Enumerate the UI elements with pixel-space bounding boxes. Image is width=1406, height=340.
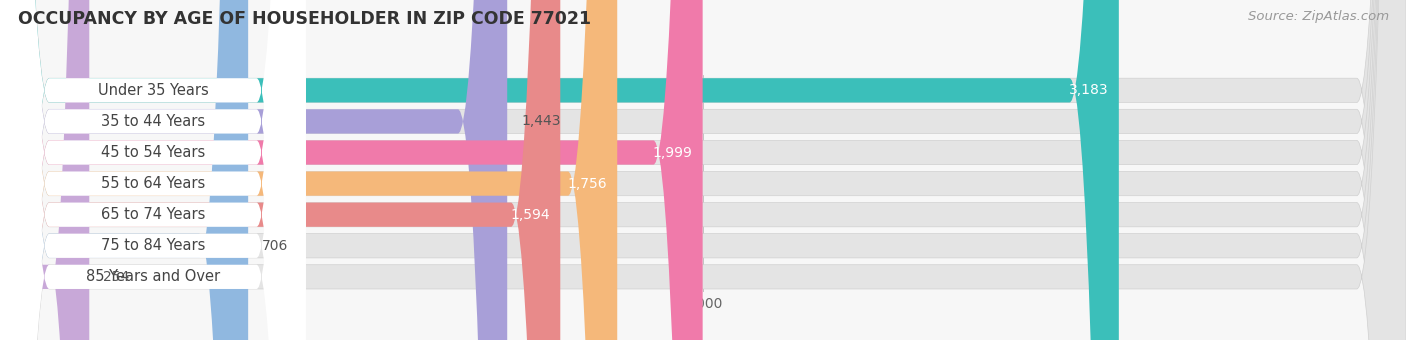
FancyBboxPatch shape <box>0 0 249 340</box>
FancyBboxPatch shape <box>0 0 1119 340</box>
Text: 1,443: 1,443 <box>522 115 561 129</box>
Text: 75 to 84 Years: 75 to 84 Years <box>101 238 205 253</box>
Text: Under 35 Years: Under 35 Years <box>97 83 208 98</box>
Text: 55 to 64 Years: 55 to 64 Years <box>101 176 205 191</box>
Text: 3,183: 3,183 <box>1069 83 1108 97</box>
FancyBboxPatch shape <box>0 0 307 340</box>
Text: Source: ZipAtlas.com: Source: ZipAtlas.com <box>1249 10 1389 23</box>
Text: 45 to 54 Years: 45 to 54 Years <box>101 145 205 160</box>
FancyBboxPatch shape <box>0 0 307 340</box>
Text: 1,756: 1,756 <box>567 176 607 191</box>
Text: 254: 254 <box>104 270 129 284</box>
Text: 35 to 44 Years: 35 to 44 Years <box>101 114 205 129</box>
FancyBboxPatch shape <box>0 0 561 340</box>
FancyBboxPatch shape <box>0 0 703 340</box>
Text: 1,594: 1,594 <box>510 208 550 222</box>
Text: 85 Years and Over: 85 Years and Over <box>86 269 219 284</box>
FancyBboxPatch shape <box>0 0 617 340</box>
Text: 1,999: 1,999 <box>652 146 692 159</box>
Text: OCCUPANCY BY AGE OF HOUSEHOLDER IN ZIP CODE 77021: OCCUPANCY BY AGE OF HOUSEHOLDER IN ZIP C… <box>18 10 592 28</box>
FancyBboxPatch shape <box>0 0 90 340</box>
FancyBboxPatch shape <box>0 0 307 340</box>
FancyBboxPatch shape <box>0 0 307 340</box>
Text: 706: 706 <box>263 239 288 253</box>
FancyBboxPatch shape <box>0 0 307 340</box>
FancyBboxPatch shape <box>0 0 508 340</box>
FancyBboxPatch shape <box>0 0 307 340</box>
FancyBboxPatch shape <box>0 0 307 340</box>
Text: 65 to 74 Years: 65 to 74 Years <box>101 207 205 222</box>
